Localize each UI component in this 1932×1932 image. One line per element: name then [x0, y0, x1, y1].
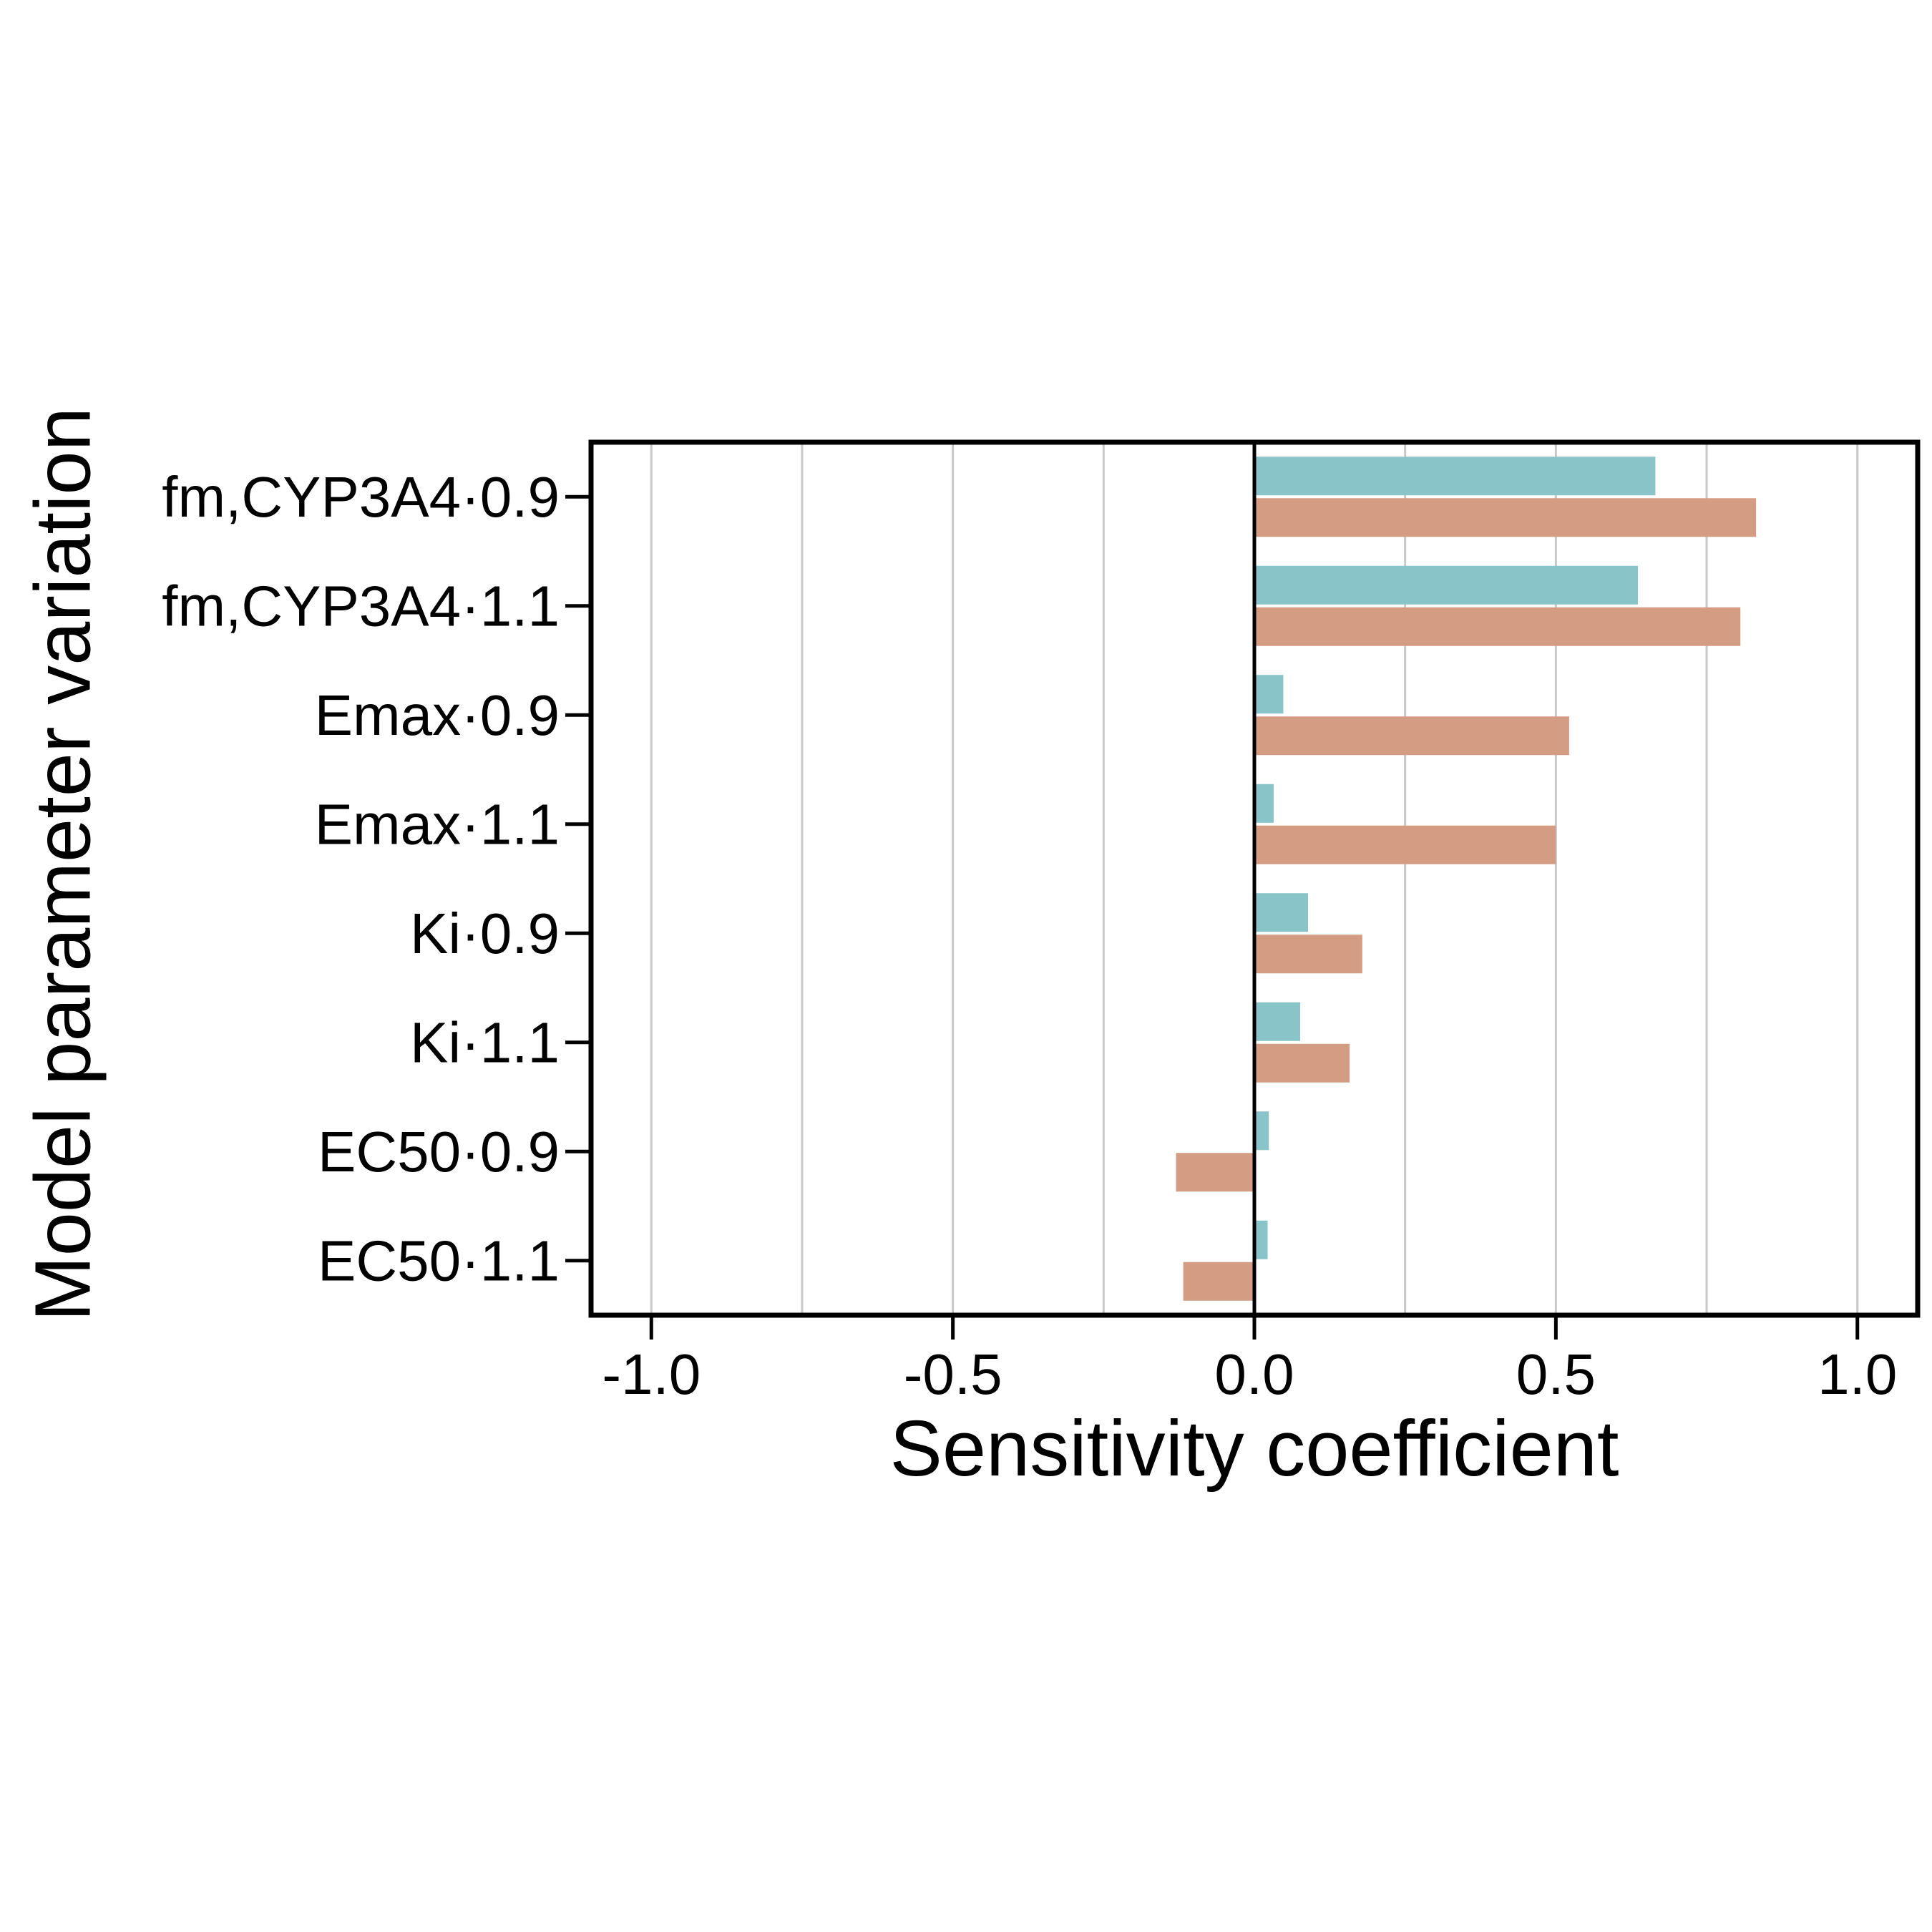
- y-tick-label: EC50·1.1: [318, 1229, 560, 1292]
- bar-series-2: [1254, 935, 1362, 974]
- bar-series-1: [1254, 565, 1638, 605]
- y-tick-label: EC50·0.9: [318, 1120, 560, 1184]
- bar-series-2: [1183, 1262, 1254, 1301]
- bar-series-2: [1254, 825, 1556, 864]
- y-tick-label: Ki·0.9: [410, 902, 560, 965]
- bar-series-1: [1254, 1111, 1269, 1151]
- bar-series-1: [1254, 1220, 1268, 1259]
- bar-series-2: [1254, 716, 1569, 756]
- y-axis-ticks: fm,CYP3A4·0.9 fm,CYP3A4·1.1 Emax·0.9 Emax·1…: [162, 465, 591, 1292]
- bar-series-1: [1254, 1002, 1301, 1041]
- bar-series-1: [1254, 893, 1309, 932]
- bar-series-1: [1254, 457, 1656, 496]
- bar-series-1: [1254, 675, 1284, 714]
- y-tick-label: Emax·0.9: [315, 683, 560, 747]
- y-axis-title: Model parameter variation: [19, 407, 107, 1322]
- bar-series-1: [1254, 784, 1274, 823]
- x-tick-label: -0.5: [904, 1342, 1002, 1406]
- bar-series-2: [1176, 1153, 1254, 1192]
- bar-series-2: [1254, 1043, 1350, 1083]
- y-tick-label: fm,CYP3A4·0.9: [162, 465, 560, 529]
- y-tick-label: fm,CYP3A4·1.1: [162, 574, 560, 638]
- bar-series-2: [1254, 607, 1741, 646]
- x-axis-ticks: -1.0 -0.5 0.0 0.5 1.0: [602, 1315, 1897, 1406]
- x-tick-label: 1.0: [1818, 1342, 1897, 1406]
- x-tick-label: 0.0: [1214, 1342, 1294, 1406]
- x-tick-label: -1.0: [602, 1342, 701, 1406]
- y-tick-label: Ki·1.1: [410, 1010, 560, 1074]
- x-tick-label: 0.5: [1516, 1342, 1596, 1406]
- x-axis-title: Sensitivity coefficient: [889, 1405, 1619, 1493]
- y-tick-label: Emax·1.1: [315, 792, 560, 856]
- bar-series-2: [1254, 498, 1757, 537]
- bars: [1176, 457, 1757, 1301]
